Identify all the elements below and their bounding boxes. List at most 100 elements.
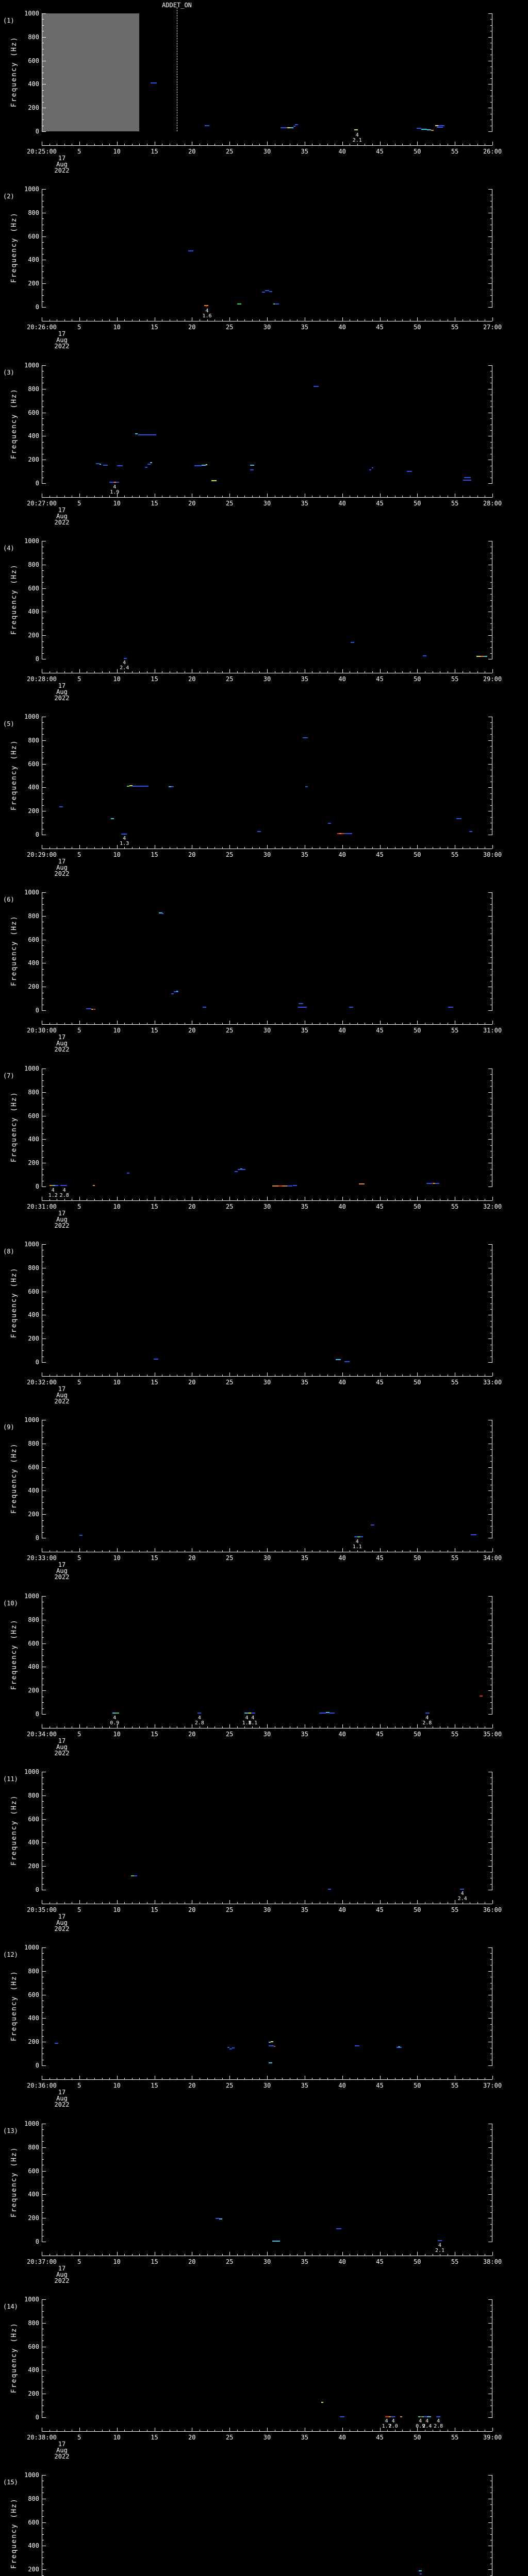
x-tick [372, 2078, 373, 2079]
y-tick [490, 1449, 492, 1450]
x-tick [222, 1375, 223, 1376]
y-tick [490, 2024, 492, 2025]
x-tick [222, 1550, 223, 1552]
x-tick [387, 1902, 388, 1904]
x-tick [131, 1550, 133, 1552]
x-tick [372, 1550, 373, 1552]
x-tick [124, 1902, 125, 1904]
y-tick [488, 2147, 492, 2148]
x-tick [342, 669, 343, 673]
y-tick [490, 1801, 492, 1802]
x-tick [131, 847, 133, 849]
x-tick-label: 10 [113, 1554, 121, 1562]
x-tick [297, 2254, 298, 2256]
y-tick [490, 1872, 492, 1873]
y-tick [42, 722, 44, 723]
x-tick [94, 1023, 95, 1024]
detection-mark [340, 2416, 344, 2417]
x-tick [492, 142, 493, 145]
y-tick-label: 0 [35, 655, 39, 663]
x-tick [117, 142, 118, 145]
x-tick [64, 1726, 65, 1728]
y-tick [488, 1467, 492, 1468]
x-tick [267, 317, 268, 321]
x-tick [252, 1726, 253, 1728]
detection-mark [294, 124, 298, 126]
y-tick [42, 799, 44, 800]
y-tick-label: 600 [28, 232, 39, 240]
x-tick [139, 1375, 140, 1376]
detection-mark [371, 1524, 375, 1526]
x-tick-label: 5 [77, 324, 81, 331]
panel-6: 0 200 400 600 800 1000 Frequency (Hz) (6) 20:30:… [0, 879, 528, 1055]
y-tick-label: 600 [28, 1112, 39, 1120]
x-tick [380, 317, 381, 321]
y-tick [42, 2305, 44, 2306]
y-tick-label: 1000 [24, 537, 39, 545]
x-tick-label: 40 [338, 851, 346, 858]
y-tick [42, 483, 46, 484]
x-tick [252, 1199, 253, 1200]
x-tick-label: 45 [376, 1379, 384, 1386]
y-tick [490, 623, 492, 624]
x-tick [327, 144, 328, 145]
y-tick-label: 1000 [24, 1241, 39, 1248]
x-tick [79, 317, 80, 321]
x-tick [417, 669, 418, 673]
x-tick-label: 15 [151, 1554, 158, 1562]
y-tick [488, 1971, 492, 1972]
x-tick [124, 319, 125, 321]
x-tick-label: 25 [225, 1906, 234, 1913]
x-tick [124, 1726, 125, 1728]
x-tick [79, 2252, 80, 2256]
y-tick [488, 1010, 492, 1011]
y-tick-label: 200 [28, 807, 39, 815]
x-tick [252, 671, 253, 673]
x-tick-label: 35 [301, 1731, 309, 1738]
y-tick-label: 800 [28, 736, 39, 744]
detection-mark [121, 833, 127, 835]
x-tick [297, 319, 298, 321]
x-tick [214, 1550, 215, 1552]
y-tick [42, 2364, 44, 2365]
x-tick [131, 496, 133, 497]
detection-mark [138, 434, 156, 435]
x-axis [42, 497, 492, 498]
y-tick [490, 2557, 492, 2558]
y-tick [42, 218, 44, 219]
y-tick [490, 1813, 492, 1814]
y-tick [42, 1660, 44, 1662]
y-tick [490, 898, 492, 899]
x-tick-label: 20 [188, 1906, 196, 1913]
x-tick-label: 10 [113, 1379, 121, 1386]
y-tick-label: 800 [28, 2495, 39, 2502]
annotation-value: 1.1 [248, 1720, 258, 1726]
x-tick [372, 1902, 373, 1904]
x-tick [492, 1724, 493, 1728]
detection-mark [269, 291, 273, 292]
y-tick [490, 1256, 492, 1257]
y-tick [490, 1297, 492, 1298]
panel-number: (9) [3, 1423, 14, 1431]
x-tick [117, 1372, 118, 1376]
x-tick [109, 1550, 110, 1552]
y-tick [488, 1596, 492, 1597]
x-tick [402, 319, 403, 321]
y-tick-label: 1000 [24, 185, 39, 193]
x-tick [252, 319, 253, 321]
detection-mark [298, 1007, 307, 1008]
x-tick [109, 1023, 110, 1024]
detection-mark [86, 1008, 92, 1009]
y-tick [42, 430, 44, 431]
date-line: 17 [58, 2089, 66, 2096]
y-tick [42, 1866, 46, 1867]
x-tick [244, 1023, 245, 1024]
detection-mark [131, 1875, 135, 1876]
x-tick [477, 847, 478, 849]
x-tick-label: 45 [376, 1731, 384, 1738]
x-tick [124, 847, 125, 849]
y-tick [490, 1655, 492, 1656]
y-tick [42, 131, 46, 132]
y-tick [488, 892, 492, 893]
x-tick [79, 2428, 80, 2431]
